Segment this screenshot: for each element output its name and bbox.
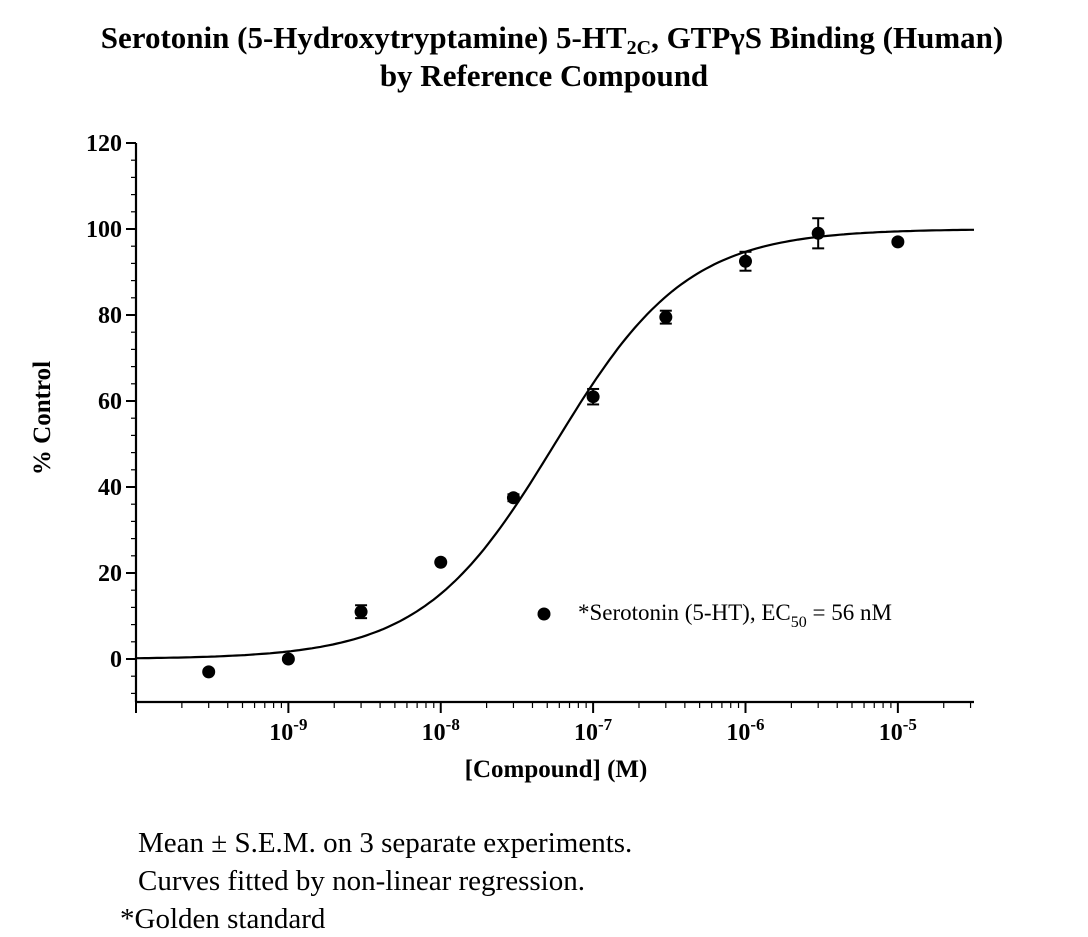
legend-label: *Serotonin (5-HT), EC50 = 56 nM [578, 600, 892, 631]
x-tick-base: 10 [574, 720, 598, 746]
data-point [354, 605, 368, 619]
x-tick-exponent: -6 [750, 715, 764, 734]
x-tick-label: 10-5 [879, 715, 917, 746]
legend-marker [537, 607, 551, 621]
y-axis-label: % Control [29, 361, 56, 475]
y-tick-label: 80 [98, 303, 122, 329]
data-point [202, 665, 216, 679]
x-axis-label: [Compound] (M) [465, 756, 648, 783]
y-tick-label: 20 [98, 561, 122, 587]
fitted-curve [136, 228, 974, 660]
chart-title-line-2: by Reference Compound [379, 58, 709, 93]
note-golden-standard: *Golden standard [120, 903, 326, 935]
y-tick-label: 100 [86, 217, 122, 243]
x-tick-base: 10 [879, 720, 903, 746]
chart-title-line-1: Serotonin (5-Hydroxytryptamine) 5-HT2C, … [8, 20, 1088, 66]
data-point [434, 555, 448, 569]
x-tick-exponent: -8 [446, 715, 460, 734]
title-subscript: 2C [626, 37, 652, 59]
data-point [586, 390, 600, 404]
legend: *Serotonin (5-HT), EC50 = 56 nM [537, 600, 892, 631]
error-bars [355, 217, 825, 620]
x-ticks: 10-9 10-8 10-7 10-6 10-5 [135, 702, 972, 746]
x-tick-label: 10-7 [574, 715, 613, 746]
title-prefix: Serotonin (5-Hydroxytryptamine) 5-HT [100, 20, 627, 55]
x-tick-base: 10 [422, 720, 446, 746]
note-curve-fit: Curves fitted by non-linear regression. [138, 865, 585, 897]
x-tick-label: 10-8 [422, 715, 460, 746]
legend-label-subscript: 50 [791, 614, 807, 631]
data-point [659, 310, 673, 324]
y-ticks: 0 20 40 60 80 100 120 [86, 131, 136, 695]
x-tick-label: 10-9 [269, 715, 307, 746]
y-tick-label: 120 [86, 131, 122, 157]
note-mean-sem: Mean ± S.E.M. on 3 separate experiments. [138, 827, 633, 859]
x-tick-base: 10 [726, 720, 750, 746]
y-tick-label: 0 [110, 647, 122, 673]
data-point [891, 235, 905, 249]
x-tick-exponent: -7 [598, 715, 613, 734]
x-tick-exponent: -5 [903, 715, 917, 734]
x-tick-base: 10 [269, 720, 293, 746]
title-suffix: , GTPγS Binding (Human) [651, 20, 1004, 55]
legend-label-prefix: *Serotonin (5-HT), EC [578, 600, 791, 625]
legend-label-suffix: = 56 nM [807, 600, 892, 625]
data-point [281, 652, 295, 666]
y-tick-label: 60 [98, 389, 122, 415]
y-tick-label: 40 [98, 475, 122, 501]
x-tick-exponent: -9 [293, 715, 307, 734]
data-point [506, 491, 520, 505]
x-tick-label: 10-6 [726, 715, 764, 746]
data-points [202, 226, 905, 679]
axes [134, 143, 974, 704]
data-point [811, 226, 825, 240]
data-point [738, 254, 752, 268]
